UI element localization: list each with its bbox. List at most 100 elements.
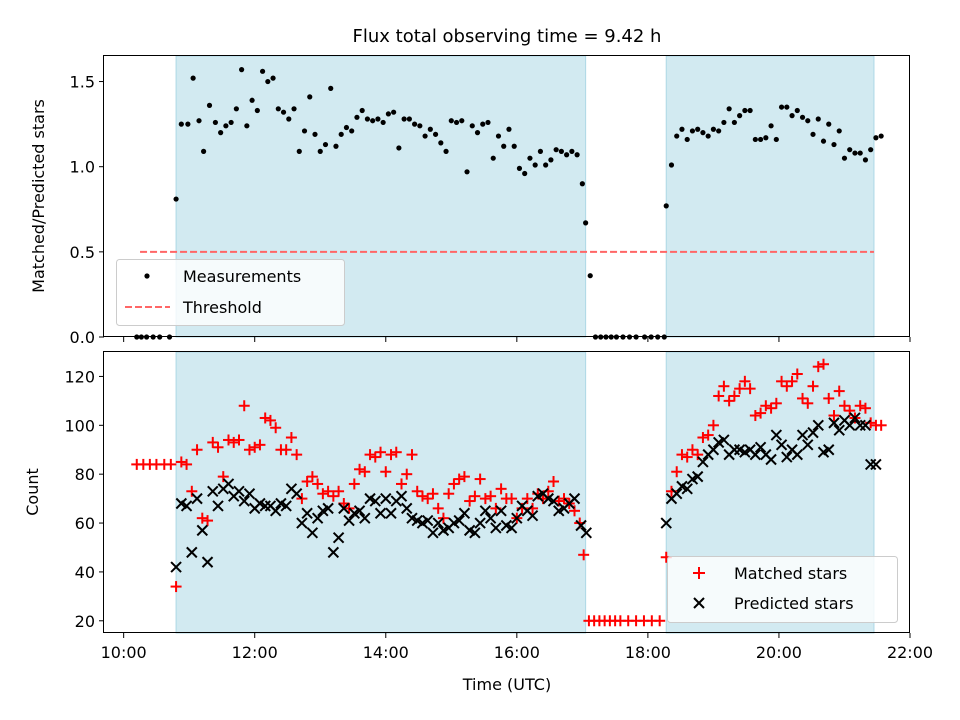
measurement-point: [190, 75, 196, 81]
measurement-point: [385, 111, 391, 117]
matched-star-marker: [170, 581, 182, 593]
measurement-point: [312, 131, 318, 137]
predicted-star-marker: [359, 512, 371, 524]
matched-star-marker: [875, 419, 887, 431]
predicted-star-marker: [212, 500, 224, 512]
measurement-point: [490, 155, 496, 161]
matched-star-marker: [175, 456, 187, 468]
measurement-point: [742, 107, 748, 114]
predicted-star-points: [170, 412, 882, 573]
bottom-panel-counts: 20 40 60 80 100 120 10:00 12:00 14:00 16:00 18:00…: [23, 351, 933, 694]
matched-star-marker: [479, 493, 491, 505]
x-tick-label: 16:00: [494, 643, 540, 662]
bottom-legend: Matched stars Predicted stars: [667, 556, 898, 623]
measurement-point: [349, 128, 355, 134]
measurement-point: [726, 106, 732, 112]
matched-star-marker: [191, 444, 203, 456]
legend-measurements-label: Measurements: [183, 267, 301, 286]
predicted-star-marker: [812, 419, 824, 432]
matched-star-marker: [359, 466, 371, 478]
measurement-points: [134, 67, 884, 340]
matched-star-marker: [186, 485, 198, 497]
matched-star-marker: [521, 493, 533, 505]
measurement-point: [579, 181, 585, 187]
predicted-star-marker: [781, 451, 793, 463]
predicted-star-marker: [580, 527, 592, 539]
measurement-point: [705, 133, 711, 139]
measurement-point: [370, 118, 376, 124]
measurement-point: [516, 165, 523, 171]
matched-star-marker: [781, 380, 793, 392]
measurement-point: [583, 220, 589, 226]
measurement-point: [196, 118, 202, 124]
measurement-point: [527, 155, 533, 161]
predicted-star-marker: [490, 522, 502, 534]
x-tick-label: 10:00: [101, 643, 147, 662]
predicted-star-marker: [849, 412, 861, 424]
measurement-point: [338, 131, 344, 137]
bottom-y-axis: 20 40 60 80 100 120: [64, 367, 104, 631]
measurement-point: [684, 136, 690, 143]
matched-star-marker: [291, 449, 303, 461]
measurement-point: [810, 131, 816, 137]
measurement-point: [301, 128, 308, 134]
matched-star-marker: [718, 380, 730, 392]
measurement-point: [752, 136, 758, 143]
predicted-star-marker: [332, 531, 345, 544]
observing-window-band: [665, 55, 875, 338]
matched-star-marker: [765, 402, 777, 414]
measurement-point: [480, 121, 486, 127]
measurement-point: [501, 143, 507, 149]
top-axes-frame: [103, 55, 910, 337]
matched-star-marker: [443, 488, 455, 500]
legend-measurements-marker: [144, 273, 150, 279]
legend-threshold-label: Threshold: [182, 298, 262, 317]
predicted-star-marker: [222, 478, 235, 490]
measurement-point: [406, 116, 412, 122]
measurement-point: [396, 145, 402, 151]
top-y-axis: 0.0 0.5 1.0 1.5: [70, 73, 104, 347]
matched-star-marker: [427, 488, 439, 500]
matched-star-marker: [364, 449, 376, 461]
measurement-point: [474, 130, 481, 136]
bottom-y-tick-label: 20: [75, 612, 95, 631]
matched-star-marker: [380, 466, 392, 478]
measurement-point: [391, 109, 397, 115]
matched-star-marker: [181, 458, 193, 470]
matched-star-marker: [692, 449, 704, 461]
bottom-axes-frame: [103, 351, 910, 633]
measurement-point: [836, 128, 842, 134]
measurement-point: [799, 114, 806, 120]
measurement-point: [841, 155, 848, 161]
predicted-star-marker: [238, 495, 250, 507]
measurement-point: [522, 170, 528, 177]
predicted-star-marker: [343, 514, 355, 527]
matched-star-marker: [458, 471, 470, 483]
matched-star-marker: [238, 400, 250, 412]
top-y-tick-label: 1.5: [70, 73, 95, 92]
matched-star-marker: [776, 375, 788, 387]
measurement-point: [422, 133, 428, 139]
measurement-point: [291, 106, 297, 112]
measurement-point: [679, 126, 685, 132]
measurement-point: [223, 123, 229, 129]
predicted-star-marker: [280, 500, 292, 512]
matched-star-marker: [422, 493, 434, 505]
bottom-y-tick-label: 40: [75, 563, 95, 582]
matched-star-marker: [264, 414, 276, 426]
predicted-star-marker: [707, 444, 720, 456]
predicted-star-marker: [754, 441, 767, 454]
measurement-point: [695, 126, 701, 132]
predicted-star-marker: [422, 514, 434, 527]
measurement-point: [873, 135, 879, 141]
measurement-point: [548, 157, 554, 163]
predicted-star-marker: [385, 507, 397, 519]
predicted-star-marker: [353, 505, 366, 517]
matched-star-marker: [327, 490, 339, 502]
measurement-point: [768, 123, 774, 129]
matched-star-marker: [243, 444, 255, 456]
matched-star-marker: [786, 375, 798, 387]
predicted-star-marker: [526, 510, 539, 522]
predicted-star-marker: [427, 527, 439, 539]
measurement-point: [668, 162, 675, 168]
